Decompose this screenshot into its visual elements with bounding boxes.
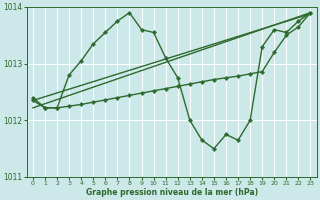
X-axis label: Graphe pression niveau de la mer (hPa): Graphe pression niveau de la mer (hPa) [86,188,258,197]
